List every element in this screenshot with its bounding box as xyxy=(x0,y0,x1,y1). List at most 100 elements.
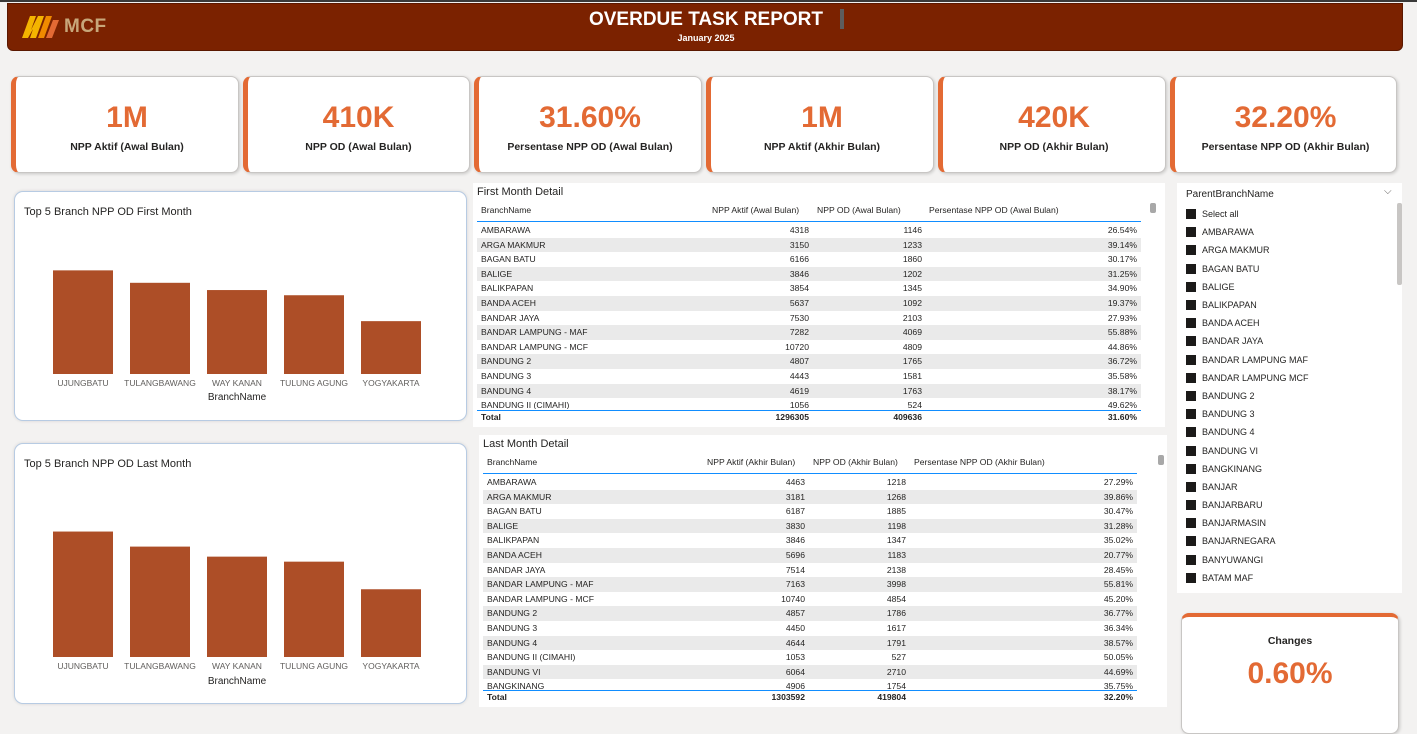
slicer-item[interactable]: ARGA MAKMUR xyxy=(1186,241,1386,259)
slicer-item[interactable]: BAGAN BATU xyxy=(1186,260,1386,278)
slicer-item[interactable]: AMBARAWA xyxy=(1186,223,1386,241)
column-header[interactable]: NPP Aktif (Awal Bulan) xyxy=(712,205,800,215)
table-row[interactable]: BALIGE 3846 1202 31.25% xyxy=(477,266,1141,282)
slicer-item[interactable]: BANYUWANGI xyxy=(1186,551,1386,569)
bar-tulangbawang[interactable] xyxy=(130,282,190,374)
bar-chart-first-month[interactable]: UJUNGBATU TULANGBAWANG WAY KANAN TULUNG AGU… xyxy=(15,192,466,420)
bar-tulung-agung[interactable] xyxy=(284,295,344,374)
checkbox-icon[interactable] xyxy=(1186,300,1196,311)
column-header[interactable]: BranchName xyxy=(481,205,532,215)
checkbox-icon[interactable] xyxy=(1186,536,1196,547)
bar-yogyakarta[interactable] xyxy=(361,321,421,374)
table-row[interactable]: AMBARAWA 4463 1218 27.29% xyxy=(483,475,1137,490)
checkbox-icon[interactable] xyxy=(1186,336,1196,347)
bar-ujungbatu[interactable] xyxy=(53,270,113,374)
table-row[interactable]: BAGAN BATU 6187 1885 30.47% xyxy=(483,504,1137,519)
kpi-card-npp-aktif-akhir[interactable]: 1M NPP Aktif (Akhir Bulan) xyxy=(706,76,934,173)
checkbox-icon[interactable] xyxy=(1186,318,1196,329)
table-body[interactable]: AMBARAWA 4463 1218 27.29% ARGA MAKMUR 3181 126… xyxy=(483,475,1137,689)
slicer-item[interactable]: BANDAR LAMPUNG MCF xyxy=(1186,369,1386,387)
slicer-item[interactable]: BANDAR JAYA xyxy=(1186,332,1386,350)
checkbox-icon[interactable] xyxy=(1186,518,1196,529)
last-month-detail-table[interactable]: BranchName NPP Aktif (Akhir Bulan) NPP OD … xyxy=(483,457,1137,705)
slicer-item[interactable]: BANJARBARU xyxy=(1186,496,1386,514)
table-row[interactable]: AMBARAWA 4318 1146 26.54% xyxy=(477,223,1141,238)
slicer-select-all[interactable]: Select all xyxy=(1186,205,1386,223)
last-month-detail-visual[interactable]: Last Month Detail BranchName NPP Aktif (A… xyxy=(479,435,1167,707)
checkbox-icon[interactable] xyxy=(1186,227,1196,238)
table-scrollbar[interactable] xyxy=(1150,203,1156,213)
column-header[interactable]: Persentase NPP OD (Akhir Bulan) xyxy=(914,457,1045,467)
kpi-card-persentase-awal[interactable]: 31.60% Persentase NPP OD (Awal Bulan) xyxy=(474,76,702,173)
slicer-item[interactable]: BANJARMASIN xyxy=(1186,514,1386,532)
slicer-scrollbar[interactable] xyxy=(1397,203,1402,285)
table-row[interactable]: BALIKPAPAN 3846 1347 35.02% xyxy=(483,533,1137,548)
table-row[interactable]: BANDAR LAMPUNG - MCF 10720 4809 44.86% xyxy=(477,340,1141,355)
table-row[interactable]: BANDA ACEH 5696 1183 20.77% xyxy=(483,548,1137,563)
checkbox-icon[interactable] xyxy=(1186,481,1196,492)
table-row[interactable]: BANDAR JAYA 7514 2138 28.45% xyxy=(483,563,1137,578)
chevron-down-icon[interactable]: ⌵ xyxy=(1384,186,1392,197)
table-row[interactable]: BANDUNG 3 4443 1581 35.58% xyxy=(477,369,1141,384)
parent-branch-slicer[interactable]: ParentBranchName ⌵ Select all AMBARAWA ARG… xyxy=(1177,183,1402,593)
checkbox-icon[interactable] xyxy=(1186,463,1196,474)
table-row[interactable]: BANDUNG VI 6064 2710 44.69% xyxy=(483,664,1137,680)
table-row[interactable]: BANDUNG II (CIMAHI) 1053 527 50.05% xyxy=(483,650,1137,665)
slicer-item[interactable]: BANDUNG 3 xyxy=(1186,405,1386,423)
kpi-card-npp-od-akhir[interactable]: 420K NPP OD (Akhir Bulan) xyxy=(938,76,1166,173)
first-month-detail-table[interactable]: BranchName NPP Aktif (Awal Bulan) NPP OD (… xyxy=(477,205,1145,425)
checkbox-icon[interactable] xyxy=(1186,281,1196,292)
slicer-item[interactable]: BANGKINANG xyxy=(1186,460,1386,478)
bar-ujungbatu[interactable] xyxy=(53,531,113,657)
slicer-item[interactable]: BANDA ACEH xyxy=(1186,314,1386,332)
checkbox-icon[interactable] xyxy=(1186,445,1196,456)
column-header[interactable]: Persentase NPP OD (Awal Bulan) xyxy=(929,205,1059,215)
checkbox-icon[interactable] xyxy=(1186,427,1196,438)
table-row[interactable]: BANGKINANG 4906 1754 35.75% xyxy=(483,679,1137,689)
table-row[interactable]: BANDUNG 4 4644 1791 38.57% xyxy=(483,635,1137,651)
table-row[interactable]: BANDA ACEH 5637 1092 19.37% xyxy=(477,296,1141,311)
column-header[interactable]: NPP Aktif (Akhir Bulan) xyxy=(707,457,796,467)
chart-card-first-month[interactable]: Top 5 Branch NPP OD First Month UJUNGBAT… xyxy=(14,191,467,421)
table-row[interactable]: BANDAR LAMPUNG - MCF 10740 4854 45.20% xyxy=(483,592,1137,607)
slicer-item[interactable]: BATAM MAF xyxy=(1186,569,1386,585)
slicer-item[interactable]: BALIKPAPAN xyxy=(1186,296,1386,314)
table-body[interactable]: AMBARAWA 4318 1146 26.54% ARGA MAKMUR 3150 123… xyxy=(477,223,1141,409)
table-row[interactable]: ARGA MAKMUR 3150 1233 39.14% xyxy=(477,237,1141,253)
checkbox-icon[interactable] xyxy=(1186,572,1196,583)
bar-way-kanan[interactable] xyxy=(207,290,267,374)
table-row[interactable]: BANDUNG 2 4857 1786 36.77% xyxy=(483,606,1137,621)
table-row[interactable]: BANDUNG 4 4619 1763 38.17% xyxy=(477,383,1141,399)
table-scrollbar[interactable] xyxy=(1158,455,1164,465)
table-row[interactable]: ARGA MAKMUR 3181 1268 39.86% xyxy=(483,489,1137,505)
table-row[interactable]: BANDAR JAYA 7530 2103 27.93% xyxy=(477,311,1141,326)
bar-yogyakarta[interactable] xyxy=(361,589,421,657)
checkbox-icon[interactable] xyxy=(1186,500,1196,511)
bar-tulung-agung[interactable] xyxy=(284,561,344,657)
kpi-card-npp-od-awal[interactable]: 410K NPP OD (Awal Bulan) xyxy=(243,76,470,173)
slicer-list[interactable]: Select all AMBARAWA ARGA MAKMUR BAGAN BATU B… xyxy=(1186,205,1386,585)
column-header[interactable]: BranchName xyxy=(487,457,538,467)
checkbox-icon[interactable] xyxy=(1186,245,1196,256)
slicer-item[interactable]: BANJAR xyxy=(1186,478,1386,496)
table-row[interactable]: BANDAR LAMPUNG - MAF 7163 3998 55.81% xyxy=(483,577,1137,592)
checkbox-icon[interactable] xyxy=(1186,263,1196,274)
slicer-item[interactable]: BANDUNG 4 xyxy=(1186,423,1386,441)
slicer-item[interactable]: BANDUNG VI xyxy=(1186,441,1386,459)
table-row[interactable]: BANDAR LAMPUNG - MAF 7282 4069 55.88% xyxy=(477,325,1141,340)
checkbox-icon[interactable] xyxy=(1186,209,1196,220)
checkbox-icon[interactable] xyxy=(1186,354,1196,365)
slicer-item[interactable]: BANDAR LAMPUNG MAF xyxy=(1186,351,1386,369)
column-header[interactable]: NPP OD (Akhir Bulan) xyxy=(813,457,898,467)
bar-way-kanan[interactable] xyxy=(207,556,267,657)
slicer-item[interactable]: BANDUNG 2 xyxy=(1186,387,1386,405)
column-header[interactable]: NPP OD (Awal Bulan) xyxy=(817,205,901,215)
bar-tulangbawang[interactable] xyxy=(130,546,190,657)
checkbox-icon[interactable] xyxy=(1186,409,1196,420)
checkbox-icon[interactable] xyxy=(1186,554,1196,565)
kpi-card-persentase-akhir[interactable]: 32.20% Persentase NPP OD (Akhir Bulan) xyxy=(1170,76,1397,173)
table-row[interactable]: BANDUNG II (CIMAHI) 1056 524 49.62% xyxy=(477,398,1141,409)
table-row[interactable]: BAGAN BATU 6166 1860 30.17% xyxy=(477,252,1141,267)
bar-chart-last-month[interactable]: UJUNGBATU TULANGBAWANG WAY KANAN TULUNG AGU… xyxy=(15,444,466,703)
slicer-item[interactable]: BANJARNEGARA xyxy=(1186,532,1386,550)
